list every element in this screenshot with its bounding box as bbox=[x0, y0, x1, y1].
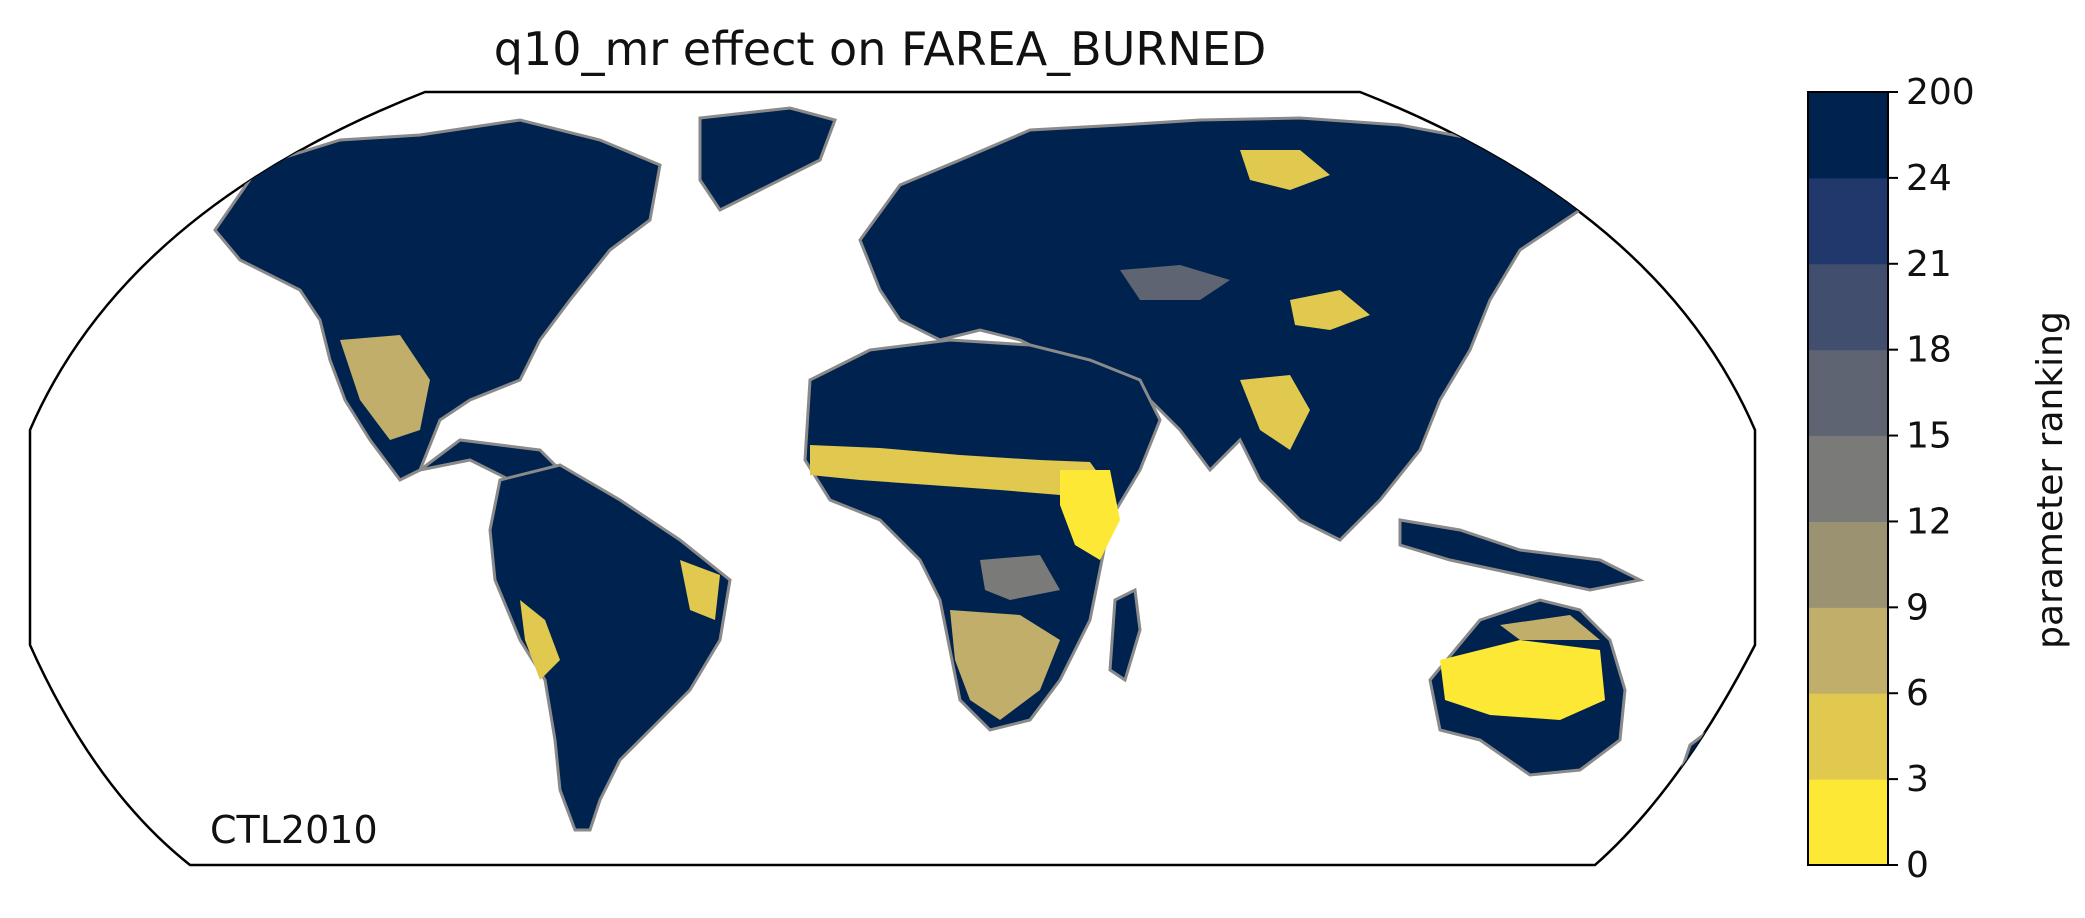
siberia-highlight bbox=[1240, 150, 1330, 190]
madagascar-landmass bbox=[1108, 587, 1142, 683]
greenland-landmass bbox=[698, 106, 837, 212]
colorbar-tick-label: 6 bbox=[1906, 673, 1929, 714]
sahel-highlight bbox=[810, 445, 1110, 495]
colorbar-segment bbox=[1808, 177, 1888, 265]
grey-mosaic-africa bbox=[980, 555, 1060, 600]
colorbar-segment bbox=[1808, 92, 1888, 179]
andes-highlight bbox=[520, 600, 560, 680]
australia-highlight bbox=[1440, 640, 1605, 720]
colorbar-segment bbox=[1808, 263, 1888, 351]
colorbar-label: parameter ranking bbox=[2030, 311, 2071, 649]
colorbar-tick-label: 15 bbox=[1906, 416, 1952, 457]
grey-mosaic-asia bbox=[1120, 265, 1230, 300]
colorbar-tick-label: 0 bbox=[1906, 845, 1929, 886]
north-america-landmass bbox=[213, 118, 662, 482]
india-highlight bbox=[1240, 375, 1310, 450]
colorbar-segment bbox=[1808, 779, 1888, 866]
central-asia-highlight bbox=[1290, 290, 1370, 330]
period-label: CTL2010 bbox=[210, 808, 378, 852]
australia-rim bbox=[1500, 615, 1600, 640]
colorbar-tick-label: 18 bbox=[1906, 330, 1952, 371]
brazil-highlight bbox=[680, 560, 720, 620]
colorbar-tick-label: 9 bbox=[1906, 587, 1929, 628]
colorbar-segment bbox=[1808, 521, 1888, 608]
colorbar-segment bbox=[1808, 435, 1888, 522]
africa-landmass bbox=[803, 338, 1162, 732]
colorbar-tick-label: 21 bbox=[1906, 244, 1952, 285]
colorbar-segment bbox=[1808, 607, 1888, 694]
indonesia-landmass bbox=[1398, 518, 1645, 592]
colorbar-frame bbox=[1807, 91, 1889, 866]
colorbar-segment bbox=[1808, 693, 1888, 780]
east-africa-highlight bbox=[1060, 470, 1120, 560]
map-title: q10_mr effect on FAREA_BURNED bbox=[493, 22, 1267, 76]
mexico-highlight bbox=[340, 335, 430, 440]
colorbar-tick-label: 3 bbox=[1906, 759, 1929, 800]
south-america-landmass bbox=[488, 463, 732, 832]
colorbar-tick-label: 200 bbox=[1906, 72, 1975, 113]
colorbar-segment bbox=[1808, 349, 1888, 437]
southern-africa-highlight bbox=[950, 610, 1060, 720]
colorbar-tick-label: 12 bbox=[1906, 501, 1952, 542]
colorbar: 0 3 6 9 12 15 18 21 24 200 bbox=[1807, 72, 1975, 886]
land-layer bbox=[213, 106, 1717, 832]
colorbar-tick-label: 24 bbox=[1906, 158, 1952, 199]
